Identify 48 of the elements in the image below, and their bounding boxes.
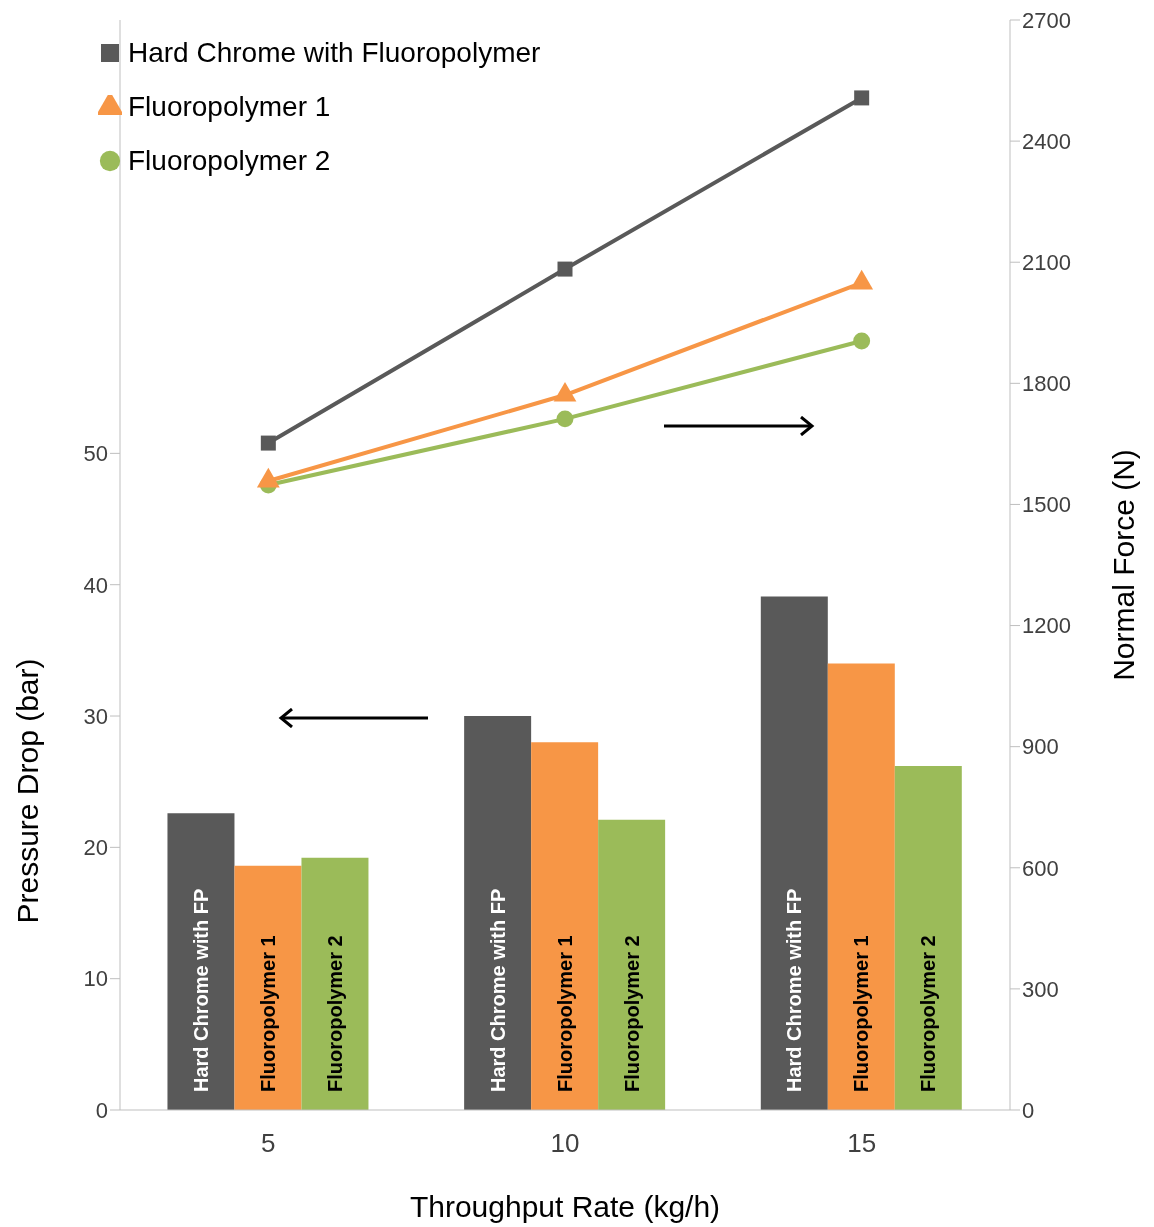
point	[854, 90, 870, 106]
y2-tick-label: 2700	[1022, 7, 1071, 33]
y-tick-label: 20	[83, 835, 108, 861]
legend-label: Hard Chrome with Fluoropolymer	[128, 37, 541, 69]
y2-tick-label: 1200	[1022, 613, 1071, 639]
y2-tick-label: 1500	[1022, 492, 1071, 518]
bar	[827, 663, 895, 1110]
y-tick-label: 0	[95, 1097, 108, 1123]
legend-label: Fluoropolymer 1	[128, 91, 331, 123]
x-tick-label: 10	[550, 1128, 580, 1159]
y2-tick-label: 0	[1022, 1097, 1035, 1123]
bar	[167, 813, 235, 1110]
text: Fluoropolymer 2	[917, 935, 940, 1092]
bar	[234, 865, 302, 1110]
y2-axis-title: Normal Force (N)	[1107, 449, 1141, 681]
point	[556, 410, 574, 428]
y2-tick-label: 300	[1022, 976, 1059, 1002]
bar	[464, 716, 532, 1110]
text: Hard Chrome with FP	[486, 888, 509, 1092]
series-label: Fluoropolymer 1	[256, 935, 279, 1092]
y-tick-label: 50	[83, 441, 108, 467]
bar	[531, 742, 599, 1110]
y-tick-label: 10	[83, 966, 108, 992]
bar	[760, 596, 828, 1110]
text: Hard Chrome with FP	[783, 888, 806, 1092]
point	[260, 435, 276, 451]
y2-tick-label: 2100	[1022, 250, 1071, 276]
bar	[894, 765, 962, 1110]
bar	[598, 819, 666, 1110]
x-tick-label: 5	[261, 1128, 276, 1159]
text: Fluoropolymer 2	[620, 935, 643, 1092]
point	[853, 332, 871, 350]
series-label: Hard Chrome with FP	[189, 888, 212, 1092]
text: Fluoropolymer 1	[850, 935, 873, 1092]
y2-tick-label: 900	[1022, 734, 1059, 760]
y2-tick-label: 1800	[1022, 371, 1071, 397]
legend-label: Fluoropolymer 2	[128, 145, 331, 177]
series-label: Fluoropolymer 2	[323, 935, 346, 1092]
x-axis-title: Throughput Rate (kg/h)	[409, 1190, 721, 1223]
bar	[301, 857, 369, 1110]
y-tick-label: 40	[83, 572, 108, 598]
y-tick-label: 30	[83, 703, 108, 729]
point	[557, 261, 573, 277]
y2-tick-label: 2400	[1022, 128, 1071, 154]
x-tick-label: 15	[847, 1128, 877, 1159]
y-axis-title: Pressure Drop (bar)	[11, 657, 45, 924]
y2-tick-label: 600	[1022, 855, 1059, 881]
text: Fluoropolymer 1	[553, 935, 576, 1092]
